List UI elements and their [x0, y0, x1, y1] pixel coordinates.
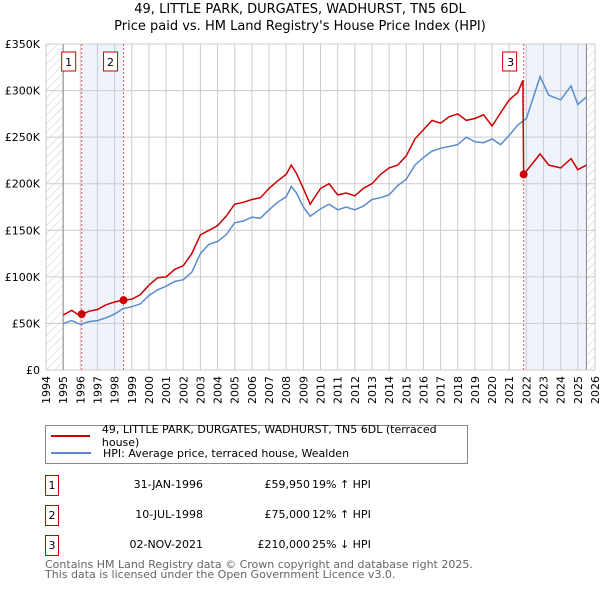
sale-label-box: [502, 51, 518, 72]
x-tick-label: 2003: [194, 376, 207, 404]
x-tick-label: 2026: [589, 376, 600, 404]
sale-label-box: [103, 51, 119, 72]
x-tick-label: 2011: [332, 376, 345, 404]
y-tick-label: £100K: [5, 271, 41, 284]
x-tick-label: 2010: [315, 376, 328, 404]
transaction-hpi-diff: 25% ↓ HPI: [312, 538, 371, 551]
sale-label: 1: [65, 56, 72, 69]
legend: 49, LITTLE PARK, DURGATES, WADHURST, TN5…: [45, 423, 468, 464]
footer: Contains HM Land Registry data © Crown c…: [45, 558, 473, 581]
x-tick-label: 1995: [57, 376, 70, 404]
x-tick-label: 1999: [126, 376, 139, 404]
shaded-range: [81, 44, 124, 370]
shaded-range: [523, 44, 587, 370]
y-tick-label: £50K: [12, 317, 41, 330]
legend-swatch-blue: [51, 452, 91, 454]
x-tick-label: 2024: [555, 376, 568, 404]
x-tick-label: 2012: [349, 376, 362, 404]
legend-item-hpi: HPI: Average price, terraced house, Weal…: [51, 445, 349, 461]
property-price-line: [62, 80, 587, 317]
y-tick-label: £150K: [5, 224, 41, 237]
legend-swatch-red: [51, 435, 90, 437]
sale-point: [119, 296, 128, 305]
transaction-hpi-diff: 19% ↑ HPI: [312, 478, 371, 491]
x-tick-label: 2020: [486, 376, 499, 404]
x-tick-label: 1998: [109, 376, 122, 404]
x-tick-label: 2002: [177, 376, 190, 404]
x-tick-label: 2016: [417, 376, 430, 404]
x-tick-label: 2023: [538, 376, 551, 404]
x-tick-label: 2001: [160, 376, 173, 404]
transaction-date: 02-NOV-2021: [129, 538, 203, 551]
transaction-row: 1 31-JAN-1996 £59,950 19% ↑ HPI: [45, 475, 465, 496]
x-tick-label: 1994: [40, 376, 53, 404]
chart-title: 49, LITTLE PARK, DURGATES, WADHURST, TN5…: [134, 2, 466, 17]
x-tick-label: 2014: [383, 376, 396, 404]
transaction-price: £210,000: [257, 538, 311, 551]
footer-line: This data is licensed under the Open Gov…: [45, 568, 396, 581]
x-tick-label: 2017: [435, 376, 448, 404]
legend-label: 49, LITTLE PARK, DURGATES, WADHURST, TN5…: [101, 423, 437, 449]
y-tick-label: £350K: [5, 38, 41, 51]
chart-subtitle: Price paid vs. HM Land Registry's House …: [114, 19, 486, 34]
transaction-row: 3 02-NOV-2021 £210,000 25% ↓ HPI: [45, 535, 465, 556]
x-tick-label: 2025: [572, 376, 585, 404]
x-tick-label: 2019: [469, 376, 482, 404]
x-tick-label: 2022: [520, 376, 533, 404]
x-tick-label: 2009: [297, 376, 310, 404]
footer-line: Contains HM Land Registry data © Crown c…: [45, 558, 473, 571]
x-tick-label: 2005: [229, 376, 242, 404]
transaction-price: £59,950: [264, 478, 311, 491]
y-tick-label: £250K: [5, 131, 41, 144]
x-tick-label: 2006: [246, 376, 259, 404]
no-data-region: [586, 44, 595, 370]
sale-label: 3: [507, 56, 514, 69]
x-tick-label: 2004: [212, 376, 225, 404]
y-tick-label: £200K: [5, 178, 41, 191]
transaction-number: 1: [45, 475, 59, 496]
x-tick-label: 2015: [400, 376, 413, 404]
transaction-date: 31-JAN-1996: [133, 478, 203, 491]
x-tick-label: 2007: [263, 376, 276, 404]
transaction-number: 2: [45, 505, 59, 526]
legend-label: HPI: Average price, terraced house, Weal…: [103, 446, 350, 460]
x-tick-label: 1997: [91, 376, 104, 404]
x-tick-label: 2021: [503, 376, 516, 404]
price-chart: 1994 1995 1996 1997 1998 1999 2000 2001 2002 2003…: [5, 38, 600, 404]
y-tick-label: £300K: [5, 85, 41, 98]
sale-point: [77, 310, 86, 319]
x-tick-label: 2013: [366, 376, 379, 404]
transaction-price: £75,000: [264, 508, 311, 521]
y-tick-label: £0: [26, 364, 40, 377]
sale-label-box: [61, 51, 77, 72]
legend-item-property: 49, LITTLE PARK, DURGATES, WADHURST, TN5…: [51, 423, 467, 449]
transaction-number: 3: [45, 535, 59, 556]
no-data-region: [46, 44, 64, 370]
x-tick-label: 2008: [280, 376, 293, 404]
transaction-row: 2 10-JUL-1998 £75,000 12% ↑ HPI: [45, 505, 465, 526]
transaction-hpi-diff: 12% ↑ HPI: [312, 508, 371, 521]
x-tick-label: 2018: [452, 376, 465, 404]
transaction-date: 10-JUL-1998: [135, 508, 203, 521]
hpi-line: [62, 74, 587, 326]
sale-label: 2: [107, 56, 114, 69]
x-tick-label: 2000: [143, 376, 156, 404]
x-tick-label: 1996: [74, 376, 87, 404]
sale-point: [519, 170, 528, 179]
